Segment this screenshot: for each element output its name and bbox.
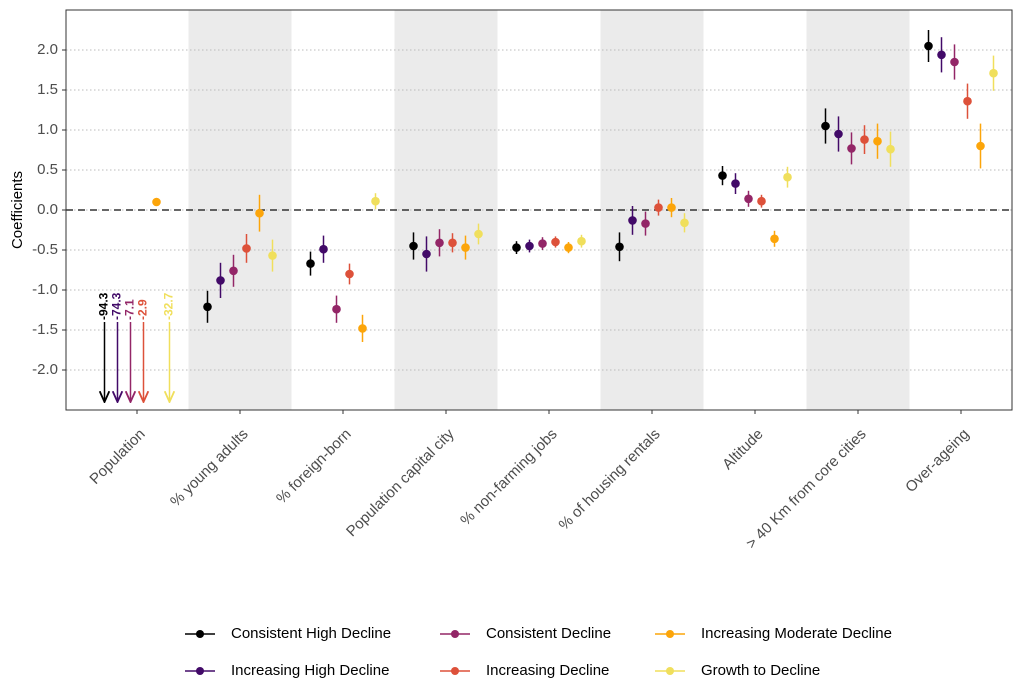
point	[152, 197, 161, 207]
point	[731, 179, 740, 188]
point	[332, 304, 341, 314]
point	[409, 241, 418, 251]
band-shade	[600, 10, 704, 410]
point	[680, 218, 689, 228]
off-scale-label: -32.7	[162, 292, 176, 320]
point	[512, 243, 521, 252]
x-tick-label: Population	[86, 426, 148, 488]
y-tick-label: 0.5	[37, 161, 58, 178]
legend-dot	[451, 667, 459, 675]
point	[950, 57, 959, 67]
point	[615, 242, 624, 252]
point	[770, 234, 779, 244]
point	[306, 259, 315, 268]
point	[989, 68, 998, 78]
point	[834, 129, 843, 139]
point	[525, 241, 534, 251]
point	[963, 96, 972, 106]
point	[345, 269, 354, 279]
off-scale-label: -94.3	[97, 292, 111, 320]
point	[718, 171, 727, 180]
x-tick-label: Population capital city	[343, 425, 458, 540]
point	[216, 276, 225, 285]
point	[821, 121, 830, 131]
y-tick-label: 1.5	[37, 81, 58, 98]
y-axis-label: Coefficients	[9, 171, 26, 249]
y-tick-label: -1.0	[32, 281, 58, 298]
x-tick-label: % young adults	[167, 426, 252, 511]
point	[358, 324, 367, 333]
y-tick-label: 0.0	[37, 201, 58, 218]
point	[229, 266, 238, 276]
point	[268, 251, 277, 260]
point	[474, 229, 483, 239]
legend-dot	[451, 630, 459, 638]
legend-label: Consistent High Decline	[231, 625, 391, 642]
x-tick-label: > 40 Km from core cities	[743, 426, 870, 553]
y-tick-label: -2.0	[32, 361, 58, 378]
off-scale-label: -2.9	[136, 299, 150, 320]
x-tick-label: % of housing rentals	[556, 426, 664, 534]
point	[976, 141, 985, 151]
plot-frame	[65, 9, 1013, 411]
point	[448, 238, 457, 248]
legend-dot	[196, 667, 204, 675]
x-tick-label: % foreign-born	[273, 426, 355, 508]
point	[654, 203, 663, 212]
x-tick-label: Altitude	[719, 426, 766, 473]
point	[461, 243, 470, 252]
point	[847, 144, 856, 153]
point	[319, 244, 328, 254]
point	[860, 135, 869, 144]
point	[538, 239, 547, 248]
off-scale-label: -74.3	[110, 292, 124, 320]
legend-label: Increasing High Decline	[231, 662, 389, 679]
legend-dot	[196, 630, 204, 638]
point	[628, 216, 637, 225]
x-tick-label: Over-ageing	[902, 426, 972, 496]
point	[422, 249, 431, 259]
point	[757, 196, 766, 206]
point	[551, 237, 560, 247]
point	[371, 196, 380, 206]
legend-label: Increasing Decline	[486, 662, 609, 679]
legend-label: Increasing Moderate Decline	[701, 625, 892, 642]
legend-dot	[666, 630, 674, 638]
y-tick-label: -0.5	[32, 241, 58, 258]
point	[783, 172, 792, 182]
point	[641, 219, 650, 228]
point	[435, 238, 444, 248]
point	[242, 244, 251, 253]
y-tick-label: -1.5	[32, 321, 58, 338]
point	[577, 236, 586, 246]
legend-dot	[666, 667, 674, 675]
point	[255, 208, 264, 218]
point	[873, 136, 882, 146]
point	[924, 41, 933, 51]
point	[937, 50, 946, 60]
legend-label: Growth to Decline	[701, 662, 820, 679]
point	[744, 194, 753, 204]
y-tick-label: 2.0	[37, 41, 58, 58]
point	[886, 144, 895, 154]
point	[667, 203, 676, 212]
point	[564, 243, 573, 252]
off-scale-label: -7.1	[123, 299, 137, 320]
y-tick-label: 1.0	[37, 121, 58, 138]
x-tick-label: % non-farming jobs	[457, 426, 560, 529]
legend-label: Consistent Decline	[486, 625, 611, 642]
point	[203, 302, 212, 312]
